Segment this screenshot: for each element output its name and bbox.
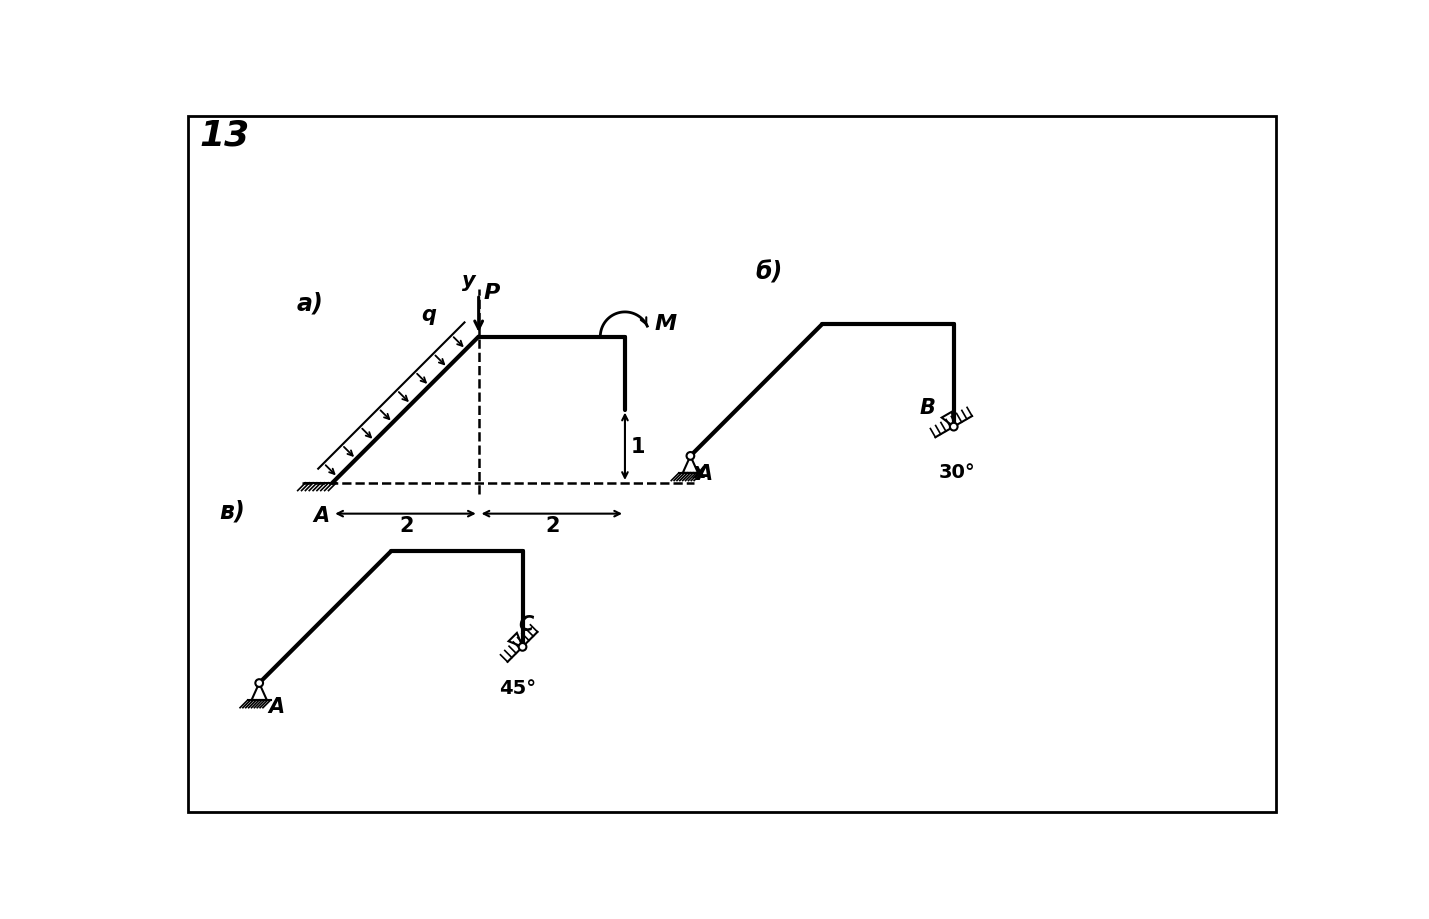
Circle shape [256, 679, 263, 687]
Circle shape [686, 452, 694, 460]
Text: в): в) [219, 499, 244, 523]
Text: P: P [483, 283, 500, 302]
Text: C: C [519, 614, 534, 634]
Text: 30°: 30° [939, 462, 975, 482]
Text: y: y [462, 271, 476, 291]
Text: 2: 2 [399, 515, 414, 535]
Circle shape [950, 424, 957, 431]
Text: x: x [693, 461, 706, 482]
Text: q: q [422, 304, 436, 324]
Text: 1: 1 [632, 437, 646, 457]
Text: 2: 2 [546, 515, 560, 535]
Text: A: A [313, 505, 329, 526]
Text: A: A [269, 697, 284, 717]
Text: A: A [696, 463, 713, 483]
Text: a): a) [296, 291, 323, 315]
Circle shape [519, 643, 526, 651]
Text: 13: 13 [199, 118, 250, 152]
Text: б): б) [756, 260, 783, 285]
Text: M: M [654, 313, 676, 334]
Text: B: B [919, 397, 935, 417]
Text: 45°: 45° [500, 678, 536, 698]
